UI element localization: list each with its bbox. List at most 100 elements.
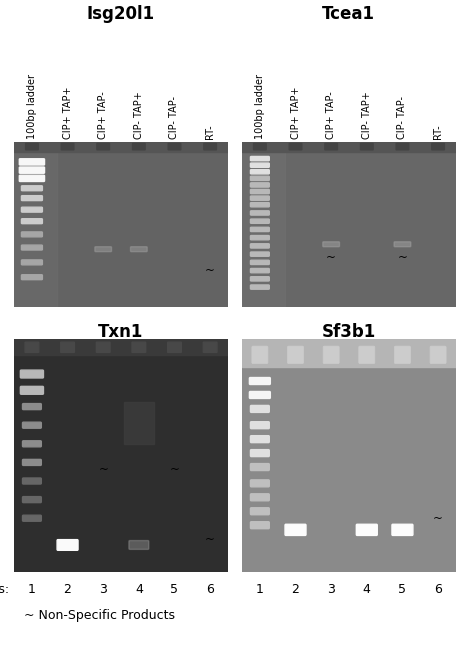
FancyBboxPatch shape [250,391,270,399]
FancyBboxPatch shape [23,404,41,410]
FancyBboxPatch shape [394,346,410,364]
FancyBboxPatch shape [251,480,269,487]
FancyBboxPatch shape [23,516,41,521]
Text: ~: ~ [205,264,215,277]
FancyBboxPatch shape [323,346,339,364]
Text: 2: 2 [291,583,299,596]
Text: 4: 4 [135,583,143,596]
Text: 5: 5 [399,583,407,596]
FancyBboxPatch shape [95,247,111,252]
FancyBboxPatch shape [19,167,45,173]
FancyBboxPatch shape [204,143,217,150]
FancyBboxPatch shape [251,227,269,231]
Text: 100bp ladder: 100bp ladder [27,74,37,139]
FancyBboxPatch shape [250,377,270,384]
FancyBboxPatch shape [129,541,149,549]
FancyBboxPatch shape [251,176,269,180]
Text: 100bp ladder: 100bp ladder [255,74,265,139]
Text: Sf3b1: Sf3b1 [321,323,376,341]
FancyBboxPatch shape [251,170,269,174]
Bar [242,142,456,152]
FancyBboxPatch shape [251,163,269,167]
Bar [124,402,154,444]
FancyBboxPatch shape [20,370,43,378]
FancyBboxPatch shape [251,211,269,215]
FancyBboxPatch shape [251,260,269,264]
FancyBboxPatch shape [20,386,43,394]
Bar [14,142,57,307]
FancyBboxPatch shape [432,143,445,150]
FancyBboxPatch shape [25,143,38,150]
FancyBboxPatch shape [22,260,42,265]
Text: 1: 1 [28,583,36,596]
Text: CIP+ TAP+: CIP+ TAP+ [290,87,300,139]
Text: RT-: RT- [433,124,443,139]
FancyBboxPatch shape [22,232,42,237]
FancyBboxPatch shape [251,183,269,187]
FancyBboxPatch shape [323,242,339,247]
FancyBboxPatch shape [251,196,269,200]
Text: 2: 2 [63,583,71,596]
Bar [14,142,228,152]
FancyBboxPatch shape [396,143,409,150]
FancyBboxPatch shape [251,189,269,194]
Text: 3: 3 [99,583,107,596]
FancyBboxPatch shape [25,342,39,353]
FancyBboxPatch shape [288,346,304,364]
FancyBboxPatch shape [22,275,42,280]
FancyBboxPatch shape [22,219,42,224]
FancyBboxPatch shape [325,143,337,150]
Text: 4: 4 [363,583,371,596]
FancyBboxPatch shape [251,236,269,240]
FancyBboxPatch shape [97,143,110,150]
Text: Txn1: Txn1 [98,323,143,341]
FancyBboxPatch shape [251,276,269,281]
FancyBboxPatch shape [430,346,446,364]
FancyBboxPatch shape [251,219,269,224]
Text: ~: ~ [433,512,443,525]
FancyBboxPatch shape [360,143,373,150]
FancyBboxPatch shape [23,441,41,447]
Bar [14,339,228,355]
Text: CIP- TAP+: CIP- TAP+ [362,91,372,139]
Text: CIP+ TAP-: CIP+ TAP- [326,91,336,139]
Text: CIP- TAP+: CIP- TAP+ [134,91,144,139]
Text: CIP+ TAP+: CIP+ TAP+ [63,87,72,139]
FancyBboxPatch shape [251,450,269,457]
FancyBboxPatch shape [22,186,42,191]
Text: 5: 5 [171,583,179,596]
Text: 3: 3 [327,583,335,596]
FancyBboxPatch shape [392,525,413,536]
Text: Isg20l1: Isg20l1 [87,5,155,23]
FancyBboxPatch shape [251,494,269,501]
FancyBboxPatch shape [57,539,78,550]
FancyBboxPatch shape [22,207,42,212]
Text: ~: ~ [398,251,407,264]
FancyBboxPatch shape [251,508,269,515]
Text: 1: 1 [256,583,264,596]
Text: Tcea1: Tcea1 [322,5,375,23]
FancyBboxPatch shape [23,459,41,465]
FancyBboxPatch shape [23,478,41,484]
FancyBboxPatch shape [168,143,181,150]
FancyBboxPatch shape [22,245,42,250]
Text: ~: ~ [98,463,108,476]
FancyBboxPatch shape [204,342,217,353]
FancyBboxPatch shape [23,497,41,503]
FancyBboxPatch shape [251,156,269,161]
Text: 6: 6 [434,583,442,596]
FancyBboxPatch shape [133,143,145,150]
FancyBboxPatch shape [251,285,269,289]
Text: CIP+ TAP-: CIP+ TAP- [98,91,108,139]
FancyBboxPatch shape [253,143,266,150]
FancyBboxPatch shape [251,269,269,273]
Text: CIP- TAP-: CIP- TAP- [398,96,407,139]
FancyBboxPatch shape [251,422,269,429]
FancyBboxPatch shape [251,435,269,443]
Bar [242,142,285,307]
Text: 6: 6 [206,583,214,596]
FancyBboxPatch shape [61,143,74,150]
Text: RT-: RT- [205,124,215,139]
FancyBboxPatch shape [23,422,41,428]
FancyBboxPatch shape [252,346,268,364]
